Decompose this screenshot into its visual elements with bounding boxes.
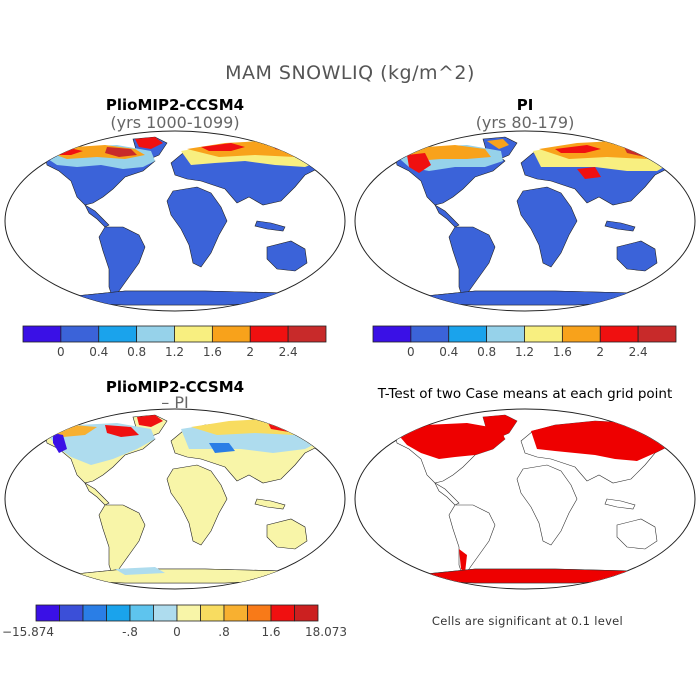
colorbar-swatch <box>561 325 601 343</box>
colorbar-swatch <box>35 604 60 622</box>
colorbar-tick-label: 0.8 <box>477 345 496 359</box>
colorbar-swatch <box>270 604 295 622</box>
colorbar-tick-label: 2.4 <box>629 345 648 359</box>
panel-title-top-left: PlioMIP2-CCSM4 <box>105 96 245 114</box>
antarctica <box>64 290 306 306</box>
snow-band <box>105 147 137 157</box>
diff-band <box>115 567 165 575</box>
map-top-left <box>4 130 346 312</box>
colorbar-swatch <box>174 325 213 343</box>
colorbar-swatch <box>136 325 175 343</box>
colorbar-swatch <box>410 325 450 343</box>
colorbar-swatch <box>287 325 327 343</box>
colorbar-swatch <box>129 604 154 622</box>
panel-title-bottom-left: PlioMIP2-CCSM4 <box>105 378 245 396</box>
antarctica <box>414 568 656 584</box>
snow-band <box>487 139 509 149</box>
colorbar-swatch <box>637 325 677 343</box>
antarctica <box>414 290 656 306</box>
snow-band <box>135 137 163 149</box>
snow-band <box>555 145 601 153</box>
colorbar-tick-label: 2.4 <box>279 345 298 359</box>
colorbar-swatch <box>106 604 131 622</box>
colorbar-swatch <box>294 604 319 622</box>
significance-note: Cells are significant at 0.1 level <box>431 614 624 628</box>
colorbar-tick-label: 1.2 <box>165 345 184 359</box>
colorbar-top-right: 0 0.4 0.8 1.2 1.6 2 2.4 <box>372 325 677 359</box>
colorbar-tick-label: .8 <box>218 625 229 639</box>
colorbar-bottom-left: −15.874 -.8 0 .8 1.6 18.073 <box>2 604 347 639</box>
colorbar-swatch <box>486 325 525 343</box>
panel-title-bottom-right: T-Test of two Case means at each grid po… <box>377 386 673 402</box>
colorbar-swatch <box>176 604 201 622</box>
colorbar-tick-label: 0.4 <box>89 345 108 359</box>
snow-band <box>577 167 601 179</box>
panel-subtitle-top-left: (yrs 1000-1099) <box>110 113 240 132</box>
colorbar-tick-label: 0 <box>57 345 65 359</box>
map-bottom-right <box>354 408 696 590</box>
diff-band <box>105 425 139 437</box>
colorbar-swatch <box>82 604 107 622</box>
colorbar-swatch <box>22 325 62 343</box>
diff-band <box>209 443 235 453</box>
colorbar-swatch <box>372 325 412 343</box>
antarctica <box>64 568 306 584</box>
colorbar-tick-label: 1.2 <box>515 345 534 359</box>
snow-band <box>407 153 431 173</box>
colorbar-swatch <box>249 325 289 343</box>
colorbar-swatch <box>211 325 251 343</box>
panel-subtitle-bottom-left: – PI <box>161 393 189 412</box>
colorbar-swatch <box>223 604 248 622</box>
colorbar-swatch <box>60 325 100 343</box>
map-top-right <box>354 130 696 312</box>
panel-subtitle-top-right: (yrs 80-179) <box>475 113 575 132</box>
colorbar-swatch <box>247 604 272 622</box>
map-bottom-left <box>4 408 346 590</box>
colorbar-tick-label: 18.073 <box>305 625 347 639</box>
colorbar-swatch <box>59 604 84 622</box>
figure-title: MAM SNOWLIQ (kg/m^2) <box>225 62 475 84</box>
colorbar-tick-label: 0 <box>407 345 415 359</box>
colorbar-top-left: 0 0.4 0.8 1.2 1.6 2 2.4 <box>22 325 327 359</box>
colorbar-tick-label: 2 <box>596 345 604 359</box>
significant-cells <box>459 549 467 573</box>
colorbar-swatch <box>448 325 488 343</box>
colorbar-tick-label: 1.6 <box>203 345 222 359</box>
colorbar-swatch <box>153 604 178 622</box>
colorbar-swatch <box>524 325 563 343</box>
colorbar-tick-label: 0.4 <box>439 345 458 359</box>
colorbar-tick-label: 0 <box>173 625 181 639</box>
diff-band <box>53 433 67 453</box>
panel-title-top-right: PI <box>516 96 534 114</box>
colorbar-tick-label: -.8 <box>122 625 138 639</box>
significant-cells <box>483 415 517 439</box>
colorbar-swatch <box>599 325 639 343</box>
significant-cells <box>395 423 505 459</box>
colorbar-swatch <box>200 604 225 622</box>
diff-band <box>137 415 163 427</box>
colorbar-tick-label: 1.6 <box>553 345 572 359</box>
colorbar-tick-label: 1.6 <box>261 625 280 639</box>
colorbar-swatch <box>98 325 138 343</box>
colorbar-tick-label: −15.874 <box>2 625 54 639</box>
colorbar-tick-label: 2 <box>246 345 254 359</box>
colorbar-tick-label: 0.8 <box>127 345 146 359</box>
snow-band <box>201 143 245 151</box>
